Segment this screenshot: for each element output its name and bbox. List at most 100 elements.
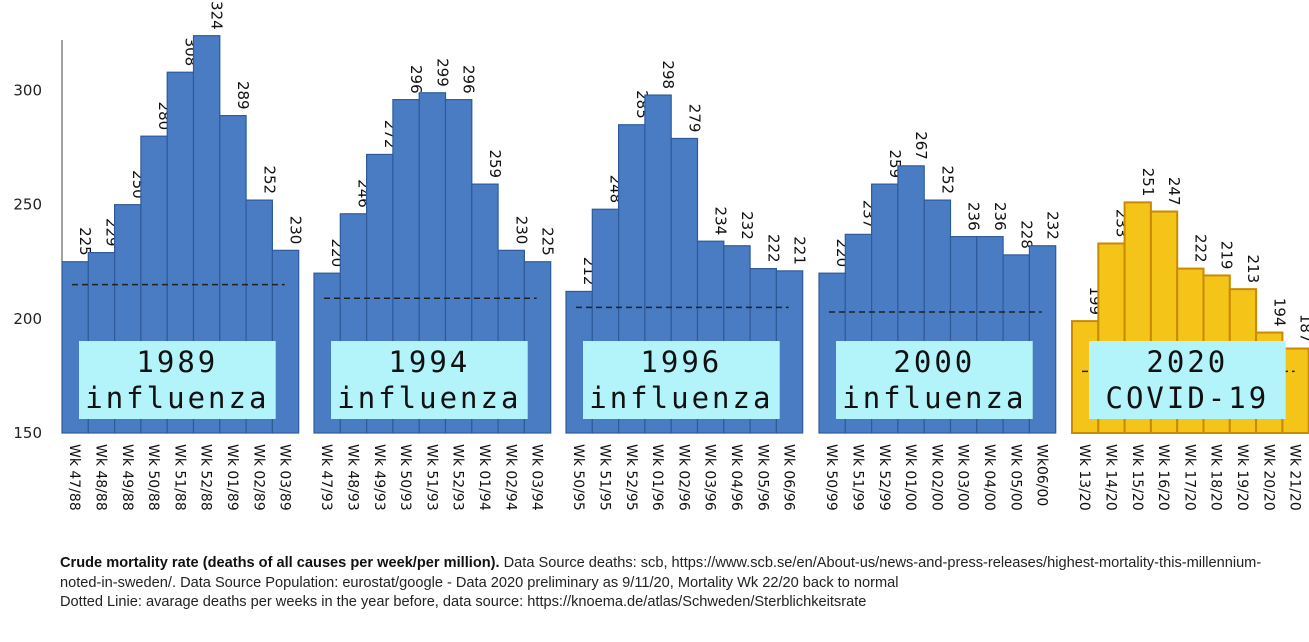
group-label-disease: influenza <box>589 381 773 415</box>
category-label: Wk 03/89 <box>277 444 293 511</box>
category-label: Wk 01/94 <box>476 444 492 511</box>
category-label: Wk 05/00 <box>1007 444 1023 511</box>
category-label: Wk 48/93 <box>344 444 360 511</box>
bar <box>271 249 300 434</box>
bar-value-label: 219 <box>1218 241 1236 270</box>
bar-value-label: 252 <box>938 165 956 194</box>
category-label: Wk 18/20 <box>1208 444 1224 511</box>
bar-value-label: 225 <box>76 227 94 256</box>
bar-value-label: 221 <box>791 236 809 265</box>
category-label: Wk06/00 <box>1034 444 1050 506</box>
group-label-box <box>836 341 1033 419</box>
bar <box>523 261 552 434</box>
category-label: Wk 51/88 <box>171 444 187 511</box>
category-label: Wk 50/93 <box>397 444 413 511</box>
group-label-year: 1989 <box>136 345 218 379</box>
bar-value-label: 236 <box>991 202 1009 231</box>
group-label-disease: influenza <box>85 381 269 415</box>
category-label: Wk 17/20 <box>1181 444 1197 511</box>
group-label-year: 1996 <box>640 345 722 379</box>
category-label: Wk 14/20 <box>1102 444 1118 511</box>
bar-value-label: 230 <box>512 216 530 245</box>
group-label-disease: COVID-19 <box>1106 381 1270 415</box>
group-label-box <box>79 341 276 419</box>
bar-value-label: 232 <box>738 211 756 240</box>
group-label-year: 1994 <box>388 345 470 379</box>
category-label: Wk 50/88 <box>145 444 161 511</box>
category-label: Wk 02/00 <box>928 444 944 511</box>
bar-value-label: 236 <box>965 202 983 231</box>
category-label: Wk 04/96 <box>728 444 744 511</box>
category-label: Wk 21/20 <box>1287 444 1303 511</box>
category-label: Wk 51/95 <box>596 444 612 511</box>
bar <box>1028 245 1057 434</box>
category-label: Wk 13/20 <box>1076 444 1092 511</box>
category-label: Wk 50/95 <box>570 444 586 511</box>
bar-value-label: 213 <box>1244 255 1262 284</box>
category-label: Wk 02/94 <box>502 444 518 511</box>
chart-caption: Crude mortality rate (deaths of all caus… <box>60 554 1300 613</box>
caption-paragraph: Crude mortality rate (deaths of all caus… <box>60 554 1300 593</box>
bar-value-label: 222 <box>764 234 782 263</box>
bar-value-label: 252 <box>260 165 278 194</box>
bar-value-label: 225 <box>539 227 557 256</box>
category-label: Wk 04/00 <box>981 444 997 511</box>
category-label: Wk 51/93 <box>423 444 439 511</box>
category-label: Wk 52/95 <box>623 444 639 511</box>
category-label: Wk 01/89 <box>224 444 240 511</box>
category-label: Wk 52/93 <box>450 444 466 511</box>
group-label-disease: influenza <box>337 381 521 415</box>
bar-value-label: 279 <box>685 104 703 133</box>
caption-sources: Data Source deaths: scb, https://www.scb… <box>60 555 1262 591</box>
bar-value-label: 296 <box>407 65 425 94</box>
bar-value-label: 251 <box>1139 168 1157 197</box>
y-tick-label: 300 <box>13 82 42 100</box>
category-label: Wk 51/99 <box>849 444 865 511</box>
category-label: Wk 05/96 <box>754 444 770 511</box>
category-label: Wk 50/99 <box>823 444 839 511</box>
y-tick-label: 150 <box>13 424 42 442</box>
bar-value-label: 267 <box>912 131 930 160</box>
caption-bold-lead: Crude mortality rate (deaths of all caus… <box>60 555 500 571</box>
category-label: Wk 15/20 <box>1129 444 1145 511</box>
group-label-disease: influenza <box>842 381 1026 415</box>
category-label: Wk 06/96 <box>781 444 797 511</box>
bar-value-label: 247 <box>1165 177 1183 206</box>
group-label-box <box>583 341 780 419</box>
bar <box>775 270 804 434</box>
bar-value-label: 324 <box>208 1 226 30</box>
category-label: Wk 48/88 <box>92 444 108 511</box>
bar-value-label: 298 <box>659 60 677 89</box>
category-label: Wk 49/93 <box>371 444 387 511</box>
category-label: Wk 02/89 <box>250 444 266 511</box>
bar-value-label: 234 <box>712 207 730 236</box>
bar-value-label: 222 <box>1191 234 1209 263</box>
group-label-year: 2000 <box>893 345 975 379</box>
bar-value-label: 228 <box>1017 220 1035 249</box>
group-label-box <box>331 341 528 419</box>
y-tick-label: 250 <box>13 196 42 214</box>
bar-value-label: 296 <box>460 65 478 94</box>
bar-value-label: 259 <box>486 149 504 178</box>
bar <box>1281 347 1309 434</box>
bar-value-label: 187 <box>1297 314 1309 343</box>
category-label: Wk 19/20 <box>1234 444 1250 511</box>
category-label: Wk 47/88 <box>66 444 82 511</box>
category-label: Wk 49/88 <box>119 444 135 511</box>
y-axis: 150 200 250 300 <box>13 40 63 442</box>
bar-value-label: 232 <box>1044 211 1062 240</box>
y-tick-label: 200 <box>13 310 42 328</box>
category-label: Wk 03/94 <box>529 444 545 511</box>
category-label: Wk 03/00 <box>955 444 971 511</box>
group-label-box <box>1089 341 1286 419</box>
category-label: Wk 01/96 <box>649 444 665 511</box>
category-label: Wk 47/93 <box>318 444 334 511</box>
category-label: Wk 16/20 <box>1155 444 1171 511</box>
